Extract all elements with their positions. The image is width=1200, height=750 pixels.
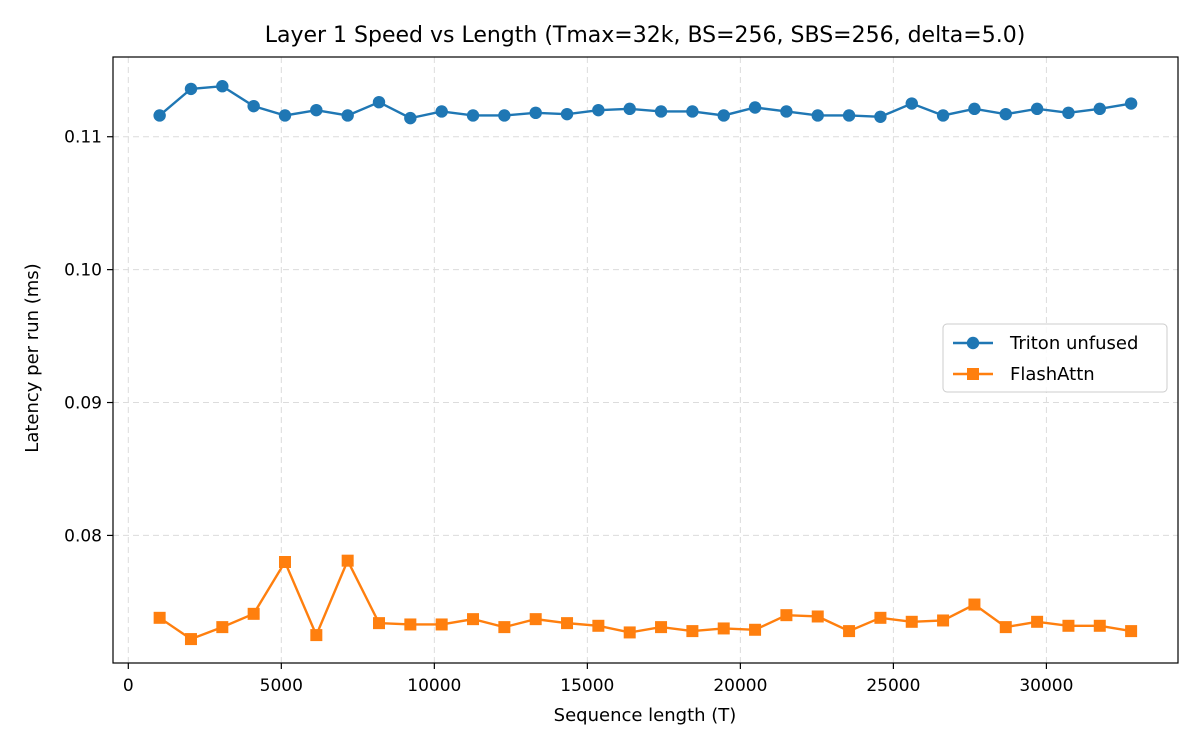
data-point — [623, 102, 636, 116]
data-point — [655, 621, 668, 634]
data-point — [623, 626, 636, 639]
data-point — [686, 105, 699, 118]
data-point — [498, 621, 511, 634]
x-tick-label: 0 — [123, 676, 134, 696]
legend-entry: Triton unfused — [953, 333, 1138, 354]
data-point — [216, 621, 229, 634]
data-point — [905, 97, 918, 110]
data-point — [1093, 102, 1106, 116]
data-point — [717, 622, 730, 635]
data-point — [372, 95, 386, 109]
data-point — [842, 109, 856, 122]
data-point — [1062, 106, 1075, 120]
data-point — [968, 102, 981, 116]
y-tick-label: 0.11 — [64, 128, 102, 148]
grid-lines — [113, 57, 1178, 663]
data-point — [936, 109, 950, 122]
legend: Triton unfused FlashAttn — [942, 323, 1168, 393]
data-point — [874, 611, 887, 624]
data-point — [373, 617, 386, 630]
data-point — [592, 103, 605, 117]
series-flashattn — [153, 554, 1138, 646]
data-point — [529, 613, 542, 626]
y-tick-label: 0.10 — [64, 261, 102, 281]
y-axis: 0.08 0.09 0.10 0.11 — [64, 128, 113, 546]
data-point — [1030, 102, 1044, 116]
legend-label: Triton unfused — [1009, 333, 1138, 354]
data-point — [310, 103, 323, 117]
data-point — [404, 111, 417, 125]
x-tick-label: 5000 — [260, 676, 303, 696]
data-point — [811, 610, 824, 623]
data-point — [216, 80, 229, 93]
data-point — [466, 109, 480, 122]
y-tick-label: 0.08 — [64, 526, 102, 546]
x-tick-label: 30000 — [1019, 676, 1073, 696]
data-point — [278, 109, 292, 122]
x-axis: 0 5000 10000 15000 20000 25000 30000 — [123, 663, 1073, 696]
data-point — [780, 609, 793, 622]
y-tick-label: 0.09 — [64, 394, 102, 414]
data-point — [811, 109, 824, 122]
legend-entry: FlashAttn — [953, 364, 1095, 385]
data-point — [467, 613, 480, 626]
legend-box — [942, 323, 1168, 393]
data-point — [153, 611, 166, 624]
legend-marker — [966, 336, 980, 350]
data-point — [937, 614, 950, 627]
data-point — [560, 107, 574, 121]
data-point — [153, 109, 166, 122]
data-point — [529, 106, 542, 120]
data-point — [748, 101, 762, 114]
data-point — [435, 105, 448, 118]
data-point — [717, 109, 730, 122]
series-triton-unfused — [153, 80, 1138, 125]
data-point — [592, 619, 605, 632]
legend-marker — [967, 368, 979, 380]
y-axis-label: Latency per run (ms) — [22, 263, 43, 452]
data-point — [247, 99, 260, 113]
data-point — [278, 556, 291, 568]
data-point — [1125, 625, 1138, 638]
data-point — [1093, 619, 1106, 632]
data-point — [1031, 615, 1044, 628]
data-point — [310, 629, 323, 642]
data-point — [404, 618, 417, 631]
chart-title: Layer 1 Speed vs Length (Tmax=32k, BS=25… — [265, 23, 1026, 48]
data-point — [968, 598, 981, 611]
data-point — [561, 617, 574, 630]
x-tick-label: 20000 — [713, 676, 767, 696]
data-point — [1124, 97, 1138, 110]
x-axis-label: Sequence length (T) — [554, 705, 737, 726]
series-layer — [153, 80, 1138, 646]
x-tick-label: 25000 — [866, 676, 920, 696]
data-point — [749, 623, 762, 636]
plot-frame — [112, 56, 1179, 664]
x-tick-label: 15000 — [560, 676, 614, 696]
data-point — [654, 105, 668, 118]
data-point — [843, 625, 856, 638]
x-tick-label: 10000 — [407, 676, 461, 696]
data-point — [686, 625, 699, 638]
data-point — [498, 109, 511, 122]
data-point — [435, 618, 448, 631]
data-point — [341, 109, 354, 122]
data-point — [874, 110, 887, 124]
data-point — [999, 621, 1012, 634]
data-point — [184, 82, 198, 96]
data-point — [999, 107, 1012, 121]
data-point — [341, 554, 354, 567]
data-point — [247, 607, 260, 620]
data-point — [905, 615, 918, 628]
data-point — [1062, 619, 1075, 632]
legend-label: FlashAttn — [1010, 364, 1095, 385]
data-point — [780, 105, 793, 118]
data-point — [184, 633, 197, 646]
